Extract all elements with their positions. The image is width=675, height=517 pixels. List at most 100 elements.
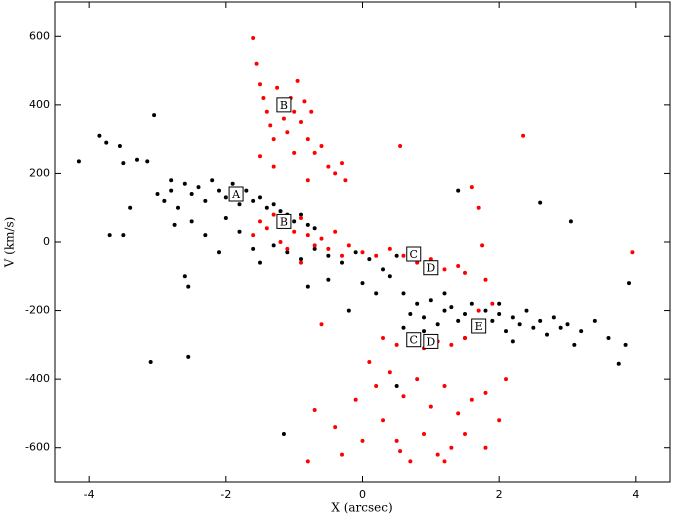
- point: [374, 291, 379, 296]
- point: [271, 212, 276, 217]
- point: [497, 418, 502, 423]
- point: [305, 459, 310, 464]
- point: [305, 178, 310, 183]
- point: [278, 240, 283, 244]
- annotation-box: [423, 260, 439, 276]
- point: [398, 449, 403, 454]
- point: [480, 243, 485, 248]
- point: [469, 185, 474, 190]
- point: [483, 445, 488, 450]
- point: [442, 291, 447, 296]
- point: [258, 219, 262, 224]
- point: [428, 404, 433, 409]
- y-tick-label: -400: [25, 372, 50, 385]
- point: [172, 222, 177, 227]
- point: [415, 260, 420, 265]
- point: [299, 216, 303, 220]
- point: [152, 113, 157, 118]
- point: [456, 318, 461, 323]
- point: [627, 281, 631, 286]
- point: [309, 109, 314, 114]
- point: [521, 133, 526, 138]
- point: [299, 120, 303, 124]
- point: [299, 257, 303, 262]
- point: [374, 253, 379, 258]
- annotation-box: [406, 332, 422, 348]
- point: [456, 264, 461, 268]
- point: [285, 246, 290, 251]
- point: [312, 226, 317, 231]
- x-tick-label: 2: [496, 488, 503, 501]
- point: [189, 192, 194, 196]
- point: [346, 243, 351, 248]
- point: [616, 361, 621, 366]
- point: [510, 339, 515, 344]
- point: [326, 246, 331, 251]
- point: [268, 123, 273, 128]
- point: [394, 438, 399, 443]
- point: [401, 253, 406, 258]
- point: [182, 274, 187, 279]
- point: [135, 157, 139, 162]
- point: [408, 312, 413, 316]
- point: [237, 202, 242, 207]
- point: [558, 325, 563, 330]
- point: [579, 329, 584, 334]
- point: [381, 336, 385, 340]
- annotation: A: [231, 188, 241, 201]
- point: [428, 298, 433, 303]
- point: [275, 85, 280, 90]
- annotation: D: [426, 262, 435, 275]
- point: [182, 181, 187, 186]
- point: [285, 250, 290, 255]
- point: [305, 222, 310, 227]
- point: [319, 322, 324, 327]
- point: [76, 159, 81, 164]
- point: [394, 384, 399, 388]
- point: [223, 216, 228, 220]
- annotation-box: [471, 318, 487, 334]
- point: [121, 161, 126, 166]
- point: [401, 394, 406, 399]
- point: [630, 250, 635, 255]
- point: [121, 233, 126, 238]
- point: [223, 195, 228, 200]
- x-axis-label: X (arcsec): [331, 501, 392, 515]
- point: [319, 144, 324, 148]
- points: [76, 36, 635, 464]
- point: [155, 192, 160, 196]
- point: [258, 82, 262, 87]
- point: [117, 144, 122, 148]
- point: [504, 377, 508, 382]
- point: [387, 246, 392, 251]
- point: [483, 308, 488, 313]
- x-tick-label: -2: [220, 488, 231, 501]
- point: [104, 140, 109, 145]
- point: [295, 78, 300, 83]
- point: [592, 318, 597, 323]
- point: [360, 281, 365, 286]
- point: [387, 274, 392, 279]
- point: [254, 61, 259, 66]
- point: [97, 133, 102, 138]
- point: [538, 200, 543, 205]
- point: [490, 318, 495, 323]
- point: [333, 229, 338, 234]
- point: [456, 411, 461, 416]
- point: [251, 36, 256, 40]
- annotation: B: [280, 215, 288, 228]
- point: [340, 253, 344, 258]
- annotation-box: [276, 213, 292, 229]
- point: [312, 408, 317, 412]
- point: [145, 159, 150, 164]
- point: [367, 257, 372, 262]
- point: [497, 312, 502, 316]
- point: [302, 99, 307, 104]
- point: [292, 109, 297, 114]
- x-tick-label: 0: [359, 488, 366, 501]
- point: [442, 384, 447, 388]
- y-axis-label: V (km/s): [3, 217, 17, 269]
- point: [401, 325, 406, 330]
